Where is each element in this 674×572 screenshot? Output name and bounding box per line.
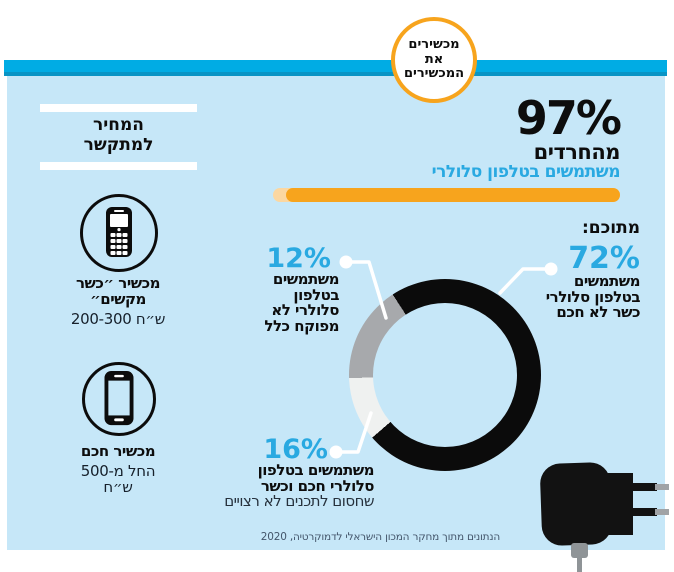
headline-stat: 97% מהחרדים משתמשים בטלפון סלולרי — [431, 91, 622, 183]
of-them-label: מתוכם: — [581, 218, 640, 238]
callout-12-line: בטלפון — [293, 285, 339, 304]
callout-16-percent: 16% — [263, 434, 328, 465]
callout-12-line: משתמשים — [272, 270, 340, 288]
callout-16: 16% משתמשים בטלפון סלולרי חכם וכשר שחסום… — [224, 436, 374, 510]
badge-line: המכשירים — [403, 66, 465, 82]
callout-16-line: משתמשים בטלפון — [257, 461, 375, 479]
top-cyan-bar — [4, 60, 667, 76]
price-column-title: המחיר למתקשר — [40, 115, 197, 156]
price-item-price: ש״ח — [103, 478, 133, 497]
title-badge: מכשירים את המכשירים — [391, 17, 477, 103]
badge-line: מכשירים — [408, 37, 460, 53]
divider-bar-top — [40, 104, 197, 112]
callout-12-line: מפוקח כלל — [264, 316, 339, 335]
price-title-line: המחיר — [93, 115, 144, 135]
callout-16-line: סלולרי חכם וכשר — [260, 476, 375, 495]
callout-12-percent: 12% — [266, 243, 331, 274]
callout-72-percent: 72% — [568, 241, 640, 276]
smartphone-circle — [82, 362, 156, 436]
headline-subtitle-bold: מהחרדים — [533, 140, 621, 165]
callout-12: 12% משתמשים בטלפון סלולרי לא מפוקח כלל — [264, 245, 339, 334]
source-credit: הנתונים מתוך מחקר המכון הישראלי לדמוקרטי… — [260, 531, 500, 543]
smartphone-icon — [104, 370, 134, 426]
keypad-phone-icon — [106, 207, 132, 257]
price-item-label: מקשים״ — [90, 289, 146, 308]
callout-72-line: כשר לא חכם — [556, 303, 640, 322]
callout-72: 72% משתמשים בטלפון סלולרי כשר לא חכם — [545, 241, 641, 322]
price-title-line: למתקשר — [83, 135, 154, 156]
divider-bar-bottom — [40, 162, 197, 170]
callout-72-line: בטלפון סלולרי — [545, 287, 641, 306]
price-item-kosher: מכשיר ״כשר מקשים״ ש״ח 200-300 — [30, 274, 206, 328]
callout-12-line: סלולרי לא — [271, 301, 339, 320]
price-item-label: מכשיר ״כשר — [76, 274, 160, 292]
badge-line: את — [424, 51, 444, 67]
price-item-label: מכשיר חכם — [80, 442, 156, 460]
price-item-price: החל מ-500 — [80, 461, 156, 480]
kosher-phone-circle — [80, 194, 158, 272]
headline-subtitle-blue: משתמשים בטלפון סלולרי — [431, 162, 621, 183]
headline-percent: 97% — [515, 91, 622, 145]
power-plug-icon — [540, 462, 669, 572]
donut-chart — [349, 279, 541, 471]
callout-16-line-light: שחסום לתכנים לא רצויים — [224, 492, 374, 511]
price-item-smart: מכשיר חכם החל מ-500 ש״ח — [30, 442, 206, 497]
price-item-price: ש״ח 200-300 — [70, 309, 166, 328]
callout-72-line: משתמשים — [573, 272, 641, 290]
donut-hole — [373, 303, 517, 447]
stat-bar-filled — [286, 188, 620, 202]
